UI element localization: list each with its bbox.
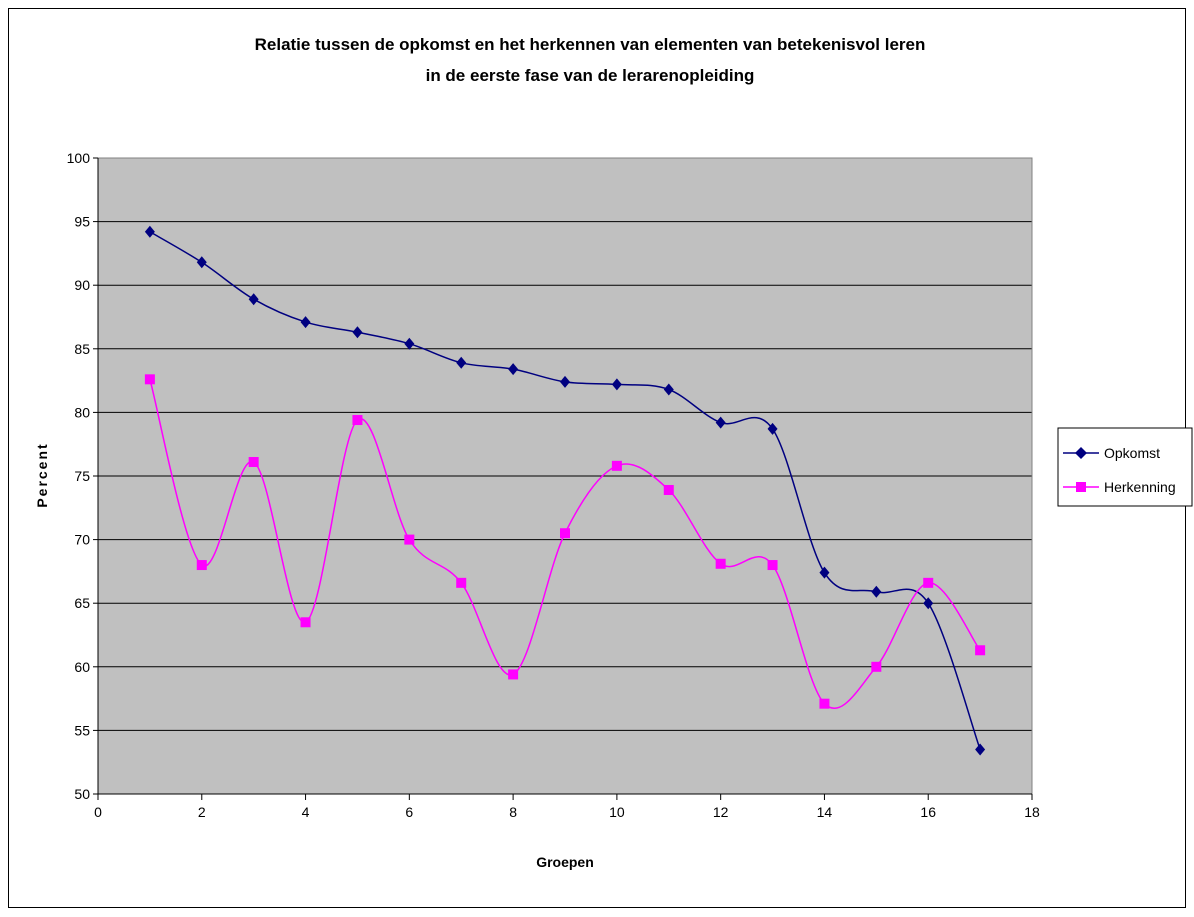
data-point-opkomst-8 <box>508 363 519 376</box>
x-tick-label-14: 14 <box>817 804 833 820</box>
x-tick-label-10: 10 <box>609 804 625 820</box>
data-point-opkomst-7 <box>456 356 467 369</box>
y-axis: 50 55 60 65 70 75 80 85 90 95 100 <box>67 150 98 802</box>
data-point-opkomst-14 <box>819 566 830 579</box>
data-point-opkomst-10 <box>611 378 622 391</box>
data-point-opkomst-11 <box>663 383 674 396</box>
data-point-opkomst-1 <box>144 225 155 238</box>
data-point-herkenning-17 <box>975 645 986 656</box>
series-layer <box>144 225 986 756</box>
data-point-herkenning-11 <box>663 484 674 495</box>
data-point-opkomst-5 <box>352 326 363 339</box>
data-point-herkenning-13 <box>767 560 778 571</box>
data-point-opkomst-6 <box>404 337 415 350</box>
y-tick-label-80: 80 <box>74 404 90 420</box>
data-point-herkenning-1 <box>144 374 155 385</box>
x-tick-label-4: 4 <box>302 804 310 820</box>
legend-label-opkomst: Opkomst <box>1104 445 1160 461</box>
x-tick-label-18: 18 <box>1024 804 1040 820</box>
data-point-herkenning-4 <box>300 617 311 628</box>
data-point-opkomst-9 <box>560 375 570 388</box>
data-point-herkenning-15 <box>871 661 882 672</box>
legend: Opkomst Herkenning <box>1057 427 1193 507</box>
y-tick-label-75: 75 <box>74 468 90 484</box>
data-point-herkenning-3 <box>248 457 259 468</box>
data-point-opkomst-16 <box>923 597 934 610</box>
x-axis: 0 2 4 6 8 10 12 14 16 18 <box>94 794 1040 820</box>
data-point-opkomst-13 <box>767 422 778 435</box>
data-point-herkenning-8 <box>508 669 519 680</box>
data-point-herkenning-12 <box>715 558 726 569</box>
x-tick-label-2: 2 <box>198 804 206 820</box>
data-point-herkenning-6 <box>404 534 415 545</box>
y-axis-title: Percent <box>34 442 50 507</box>
data-point-herkenning-14 <box>819 698 830 709</box>
legend-label-herkenning: Herkenning <box>1104 479 1176 495</box>
legend-marker-opkomst <box>1075 447 1087 459</box>
y-tick-label-70: 70 <box>74 532 90 548</box>
data-point-opkomst-2 <box>196 256 207 269</box>
y-tick-label-85: 85 <box>74 341 90 357</box>
x-tick-label-12: 12 <box>713 804 729 820</box>
data-point-herkenning-5 <box>352 415 363 426</box>
data-point-herkenning-16 <box>923 577 934 588</box>
data-point-herkenning-2 <box>196 560 207 571</box>
y-tick-label-65: 65 <box>74 595 90 611</box>
x-tick-label-16: 16 <box>920 804 936 820</box>
data-point-opkomst-3 <box>248 293 259 306</box>
data-point-opkomst-4 <box>300 316 311 329</box>
data-point-herkenning-10 <box>611 460 622 471</box>
x-tick-label-0: 0 <box>94 804 102 820</box>
y-tick-label-95: 95 <box>74 214 90 230</box>
y-tick-label-100: 100 <box>67 150 91 166</box>
y-tick-label-60: 60 <box>74 659 90 675</box>
legend-box <box>1057 427 1193 507</box>
y-tick-label-55: 55 <box>74 722 90 738</box>
y-tick-label-50: 50 <box>74 786 90 802</box>
data-point-opkomst-15 <box>871 585 882 598</box>
data-point-opkomst-17 <box>975 743 986 756</box>
legend-marker-herkenning <box>1076 482 1086 492</box>
data-point-herkenning-7 <box>456 577 467 588</box>
x-tick-label-8: 8 <box>509 804 517 820</box>
chart-subtitle: in de eerste fase van de lerarenopleidin… <box>426 66 755 85</box>
data-point-herkenning-9 <box>560 528 570 539</box>
x-tick-label-6: 6 <box>405 804 413 820</box>
y-tick-label-90: 90 <box>74 277 90 293</box>
data-point-opkomst-12 <box>715 416 726 429</box>
chart-title: Relatie tussen de opkomst en het herkenn… <box>255 35 926 54</box>
x-axis-title: Groepen <box>536 854 594 870</box>
